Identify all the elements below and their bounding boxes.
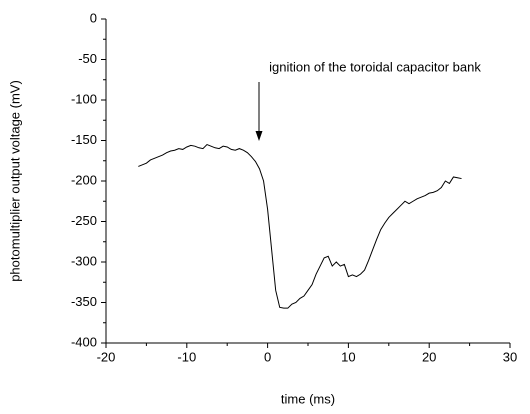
annotation: ignition of the toroidal capacitor bank — [269, 59, 481, 74]
x-axis-label: time (ms) — [281, 391, 335, 406]
y-tick-label: -350 — [71, 294, 97, 309]
y-tick-label: -200 — [71, 172, 97, 187]
x-tick-label: 0 — [264, 349, 271, 364]
data-line — [138, 143, 462, 309]
y-axis-label: photomultiplier output voltage (mV) — [7, 80, 22, 282]
y-tick-label: -100 — [71, 91, 97, 106]
y-tick-label: -50 — [78, 51, 97, 66]
y-tick-label: -300 — [71, 253, 97, 268]
y-tick-label: -250 — [71, 213, 97, 228]
y-tick-label: 0 — [90, 10, 97, 25]
x-tick-label: -20 — [97, 349, 116, 364]
y-tick-label: -400 — [71, 334, 97, 349]
x-tick-label: -10 — [177, 349, 196, 364]
x-tick-label: 10 — [341, 349, 355, 364]
x-tick-label: 30 — [503, 349, 517, 364]
y-tick-label: -150 — [71, 132, 97, 147]
x-tick-label: 20 — [422, 349, 436, 364]
annotation-arrow — [255, 82, 263, 141]
